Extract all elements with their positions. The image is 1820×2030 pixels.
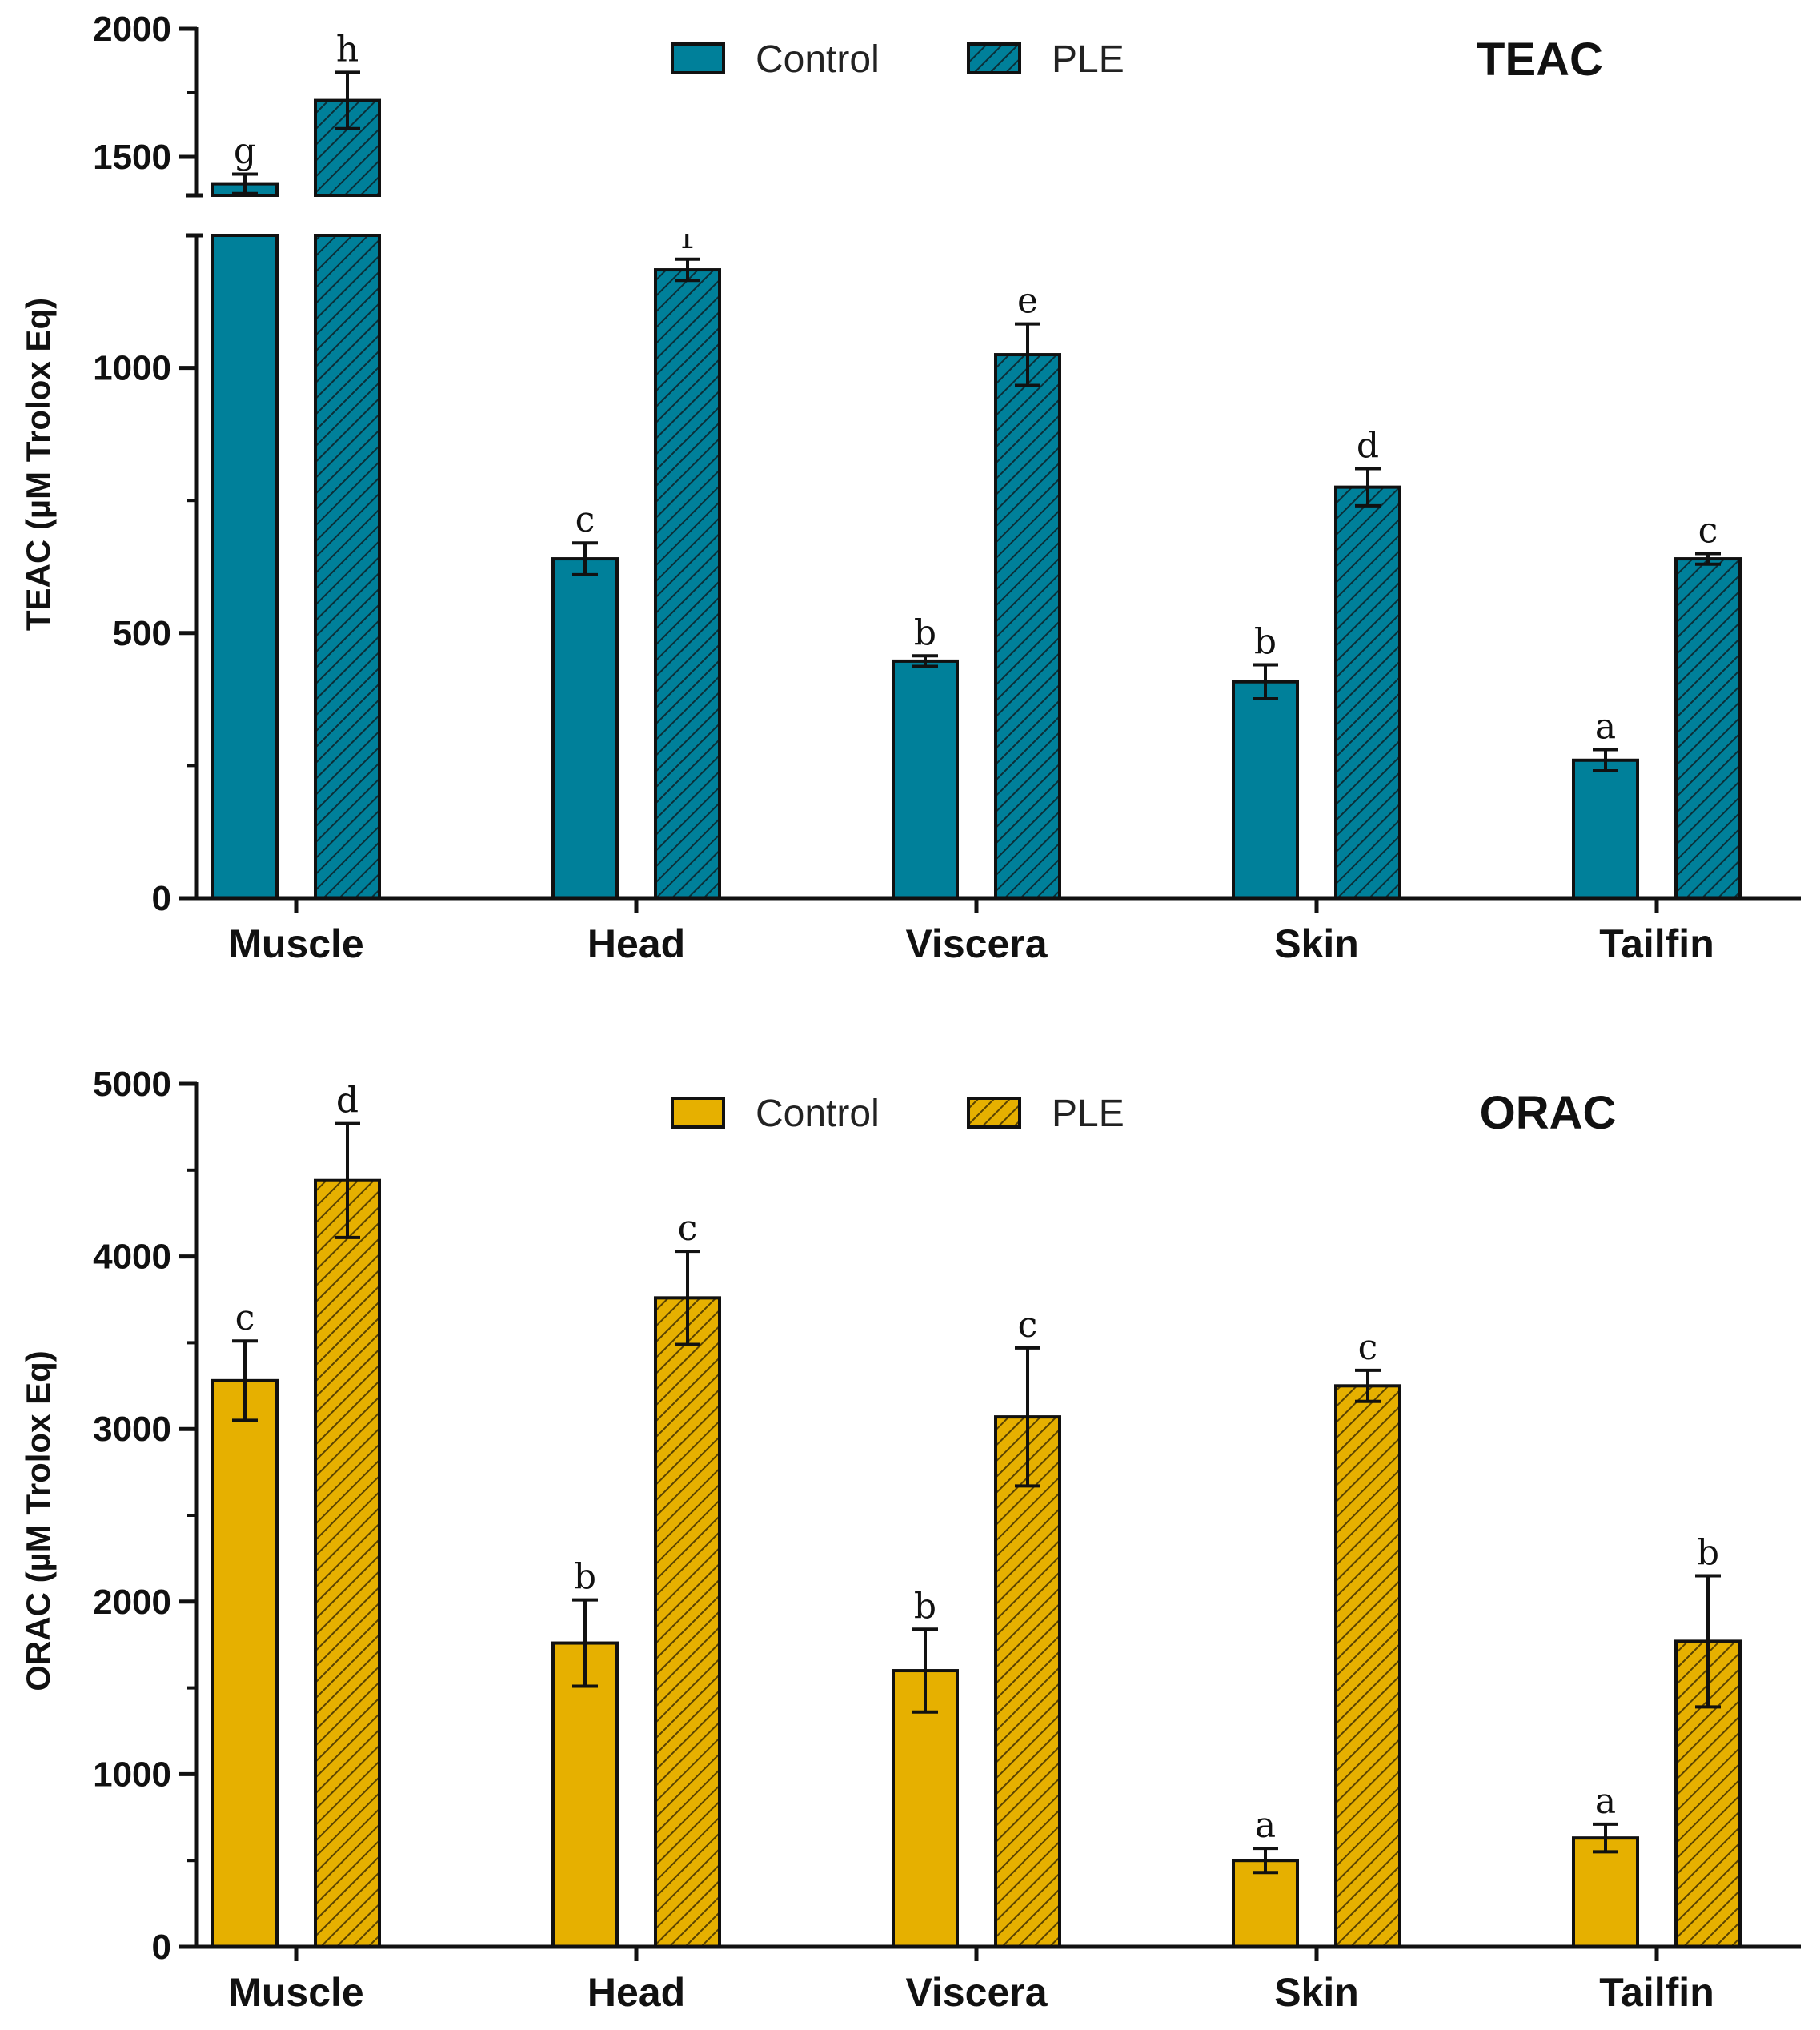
orac-y-axis-label: ORAC (µM Trolox Eq): [19, 1350, 57, 1691]
teac-y-tick-label: 500: [113, 614, 171, 653]
teac-sig-letter-control-viscera: b: [914, 612, 936, 653]
teac-bar-control-skin: [1232, 680, 1299, 900]
orac-legend-swatch-ple: [967, 1097, 1021, 1129]
teac-bar-ple-head: [654, 268, 721, 900]
orac-sig-letter-ple-muscle: d: [336, 1081, 359, 1121]
orac-sig-letter-ple-tailfin: b: [1697, 1532, 1719, 1573]
orac-bar-ple-viscera: [994, 1415, 1061, 1949]
teac-legend-label-ple: PLE: [1052, 38, 1124, 81]
orac-x-tick-label-skin: Skin: [1274, 1970, 1359, 2015]
orac-errorbar-ple-tailfin: [1695, 1574, 1721, 1709]
orac-chart: c b b a a d c c c b 0 1000 2000 3000 4000 5000 Muscle Hea…: [19, 1065, 1801, 2015]
teac-legend: Control PLE: [671, 38, 1124, 81]
orac-errorbar-control-head: [572, 1598, 598, 1688]
orac-bar-ple-head: [654, 1296, 721, 1948]
teac-bar-ple-muscle-lower: [314, 234, 381, 900]
teac-axis-break-gap: [200, 197, 1804, 234]
teac-sig-letter-ple-skin: d: [1357, 425, 1379, 466]
teac-sig-letter-control-head: c: [575, 499, 595, 540]
teac-errorbar-control-muscle: [232, 172, 258, 195]
teac-errorbar-ple-head: [675, 257, 700, 283]
orac-x-tick-label-head: Head: [587, 1970, 685, 2015]
teac-legend-swatch-ple: [967, 42, 1021, 74]
orac-errorbar-control-tailfin: [1593, 1822, 1618, 1854]
orac-errorbar-ple-muscle: [335, 1121, 360, 1239]
orac-y-tick-label: 2000: [93, 1583, 171, 1622]
orac-y-tick-label: 4000: [93, 1238, 171, 1277]
orac-sig-letter-control-tailfin: a: [1595, 1781, 1616, 1822]
orac-legend-label-control: Control: [756, 1093, 880, 1135]
orac-legend-label-ple: PLE: [1052, 1093, 1124, 1135]
orac-bar-control-skin: [1232, 1859, 1299, 1948]
teac-errorbar-ple-viscera: [1015, 322, 1040, 387]
teac-y-tick-label: 0: [152, 879, 171, 918]
teac-errorbar-control-head: [572, 541, 598, 576]
teac-errorbar-control-viscera: [912, 654, 938, 668]
orac-chart-title: ORAC: [1480, 1087, 1617, 1139]
teac-y-tick-label: 2000: [93, 10, 171, 49]
teac-x-tick-label-head: Head: [587, 921, 685, 966]
teac-sig-letter-ple-tailfin: c: [1698, 510, 1718, 551]
orac-sig-letter-ple-viscera: c: [1018, 1305, 1038, 1346]
teac-errorbar-control-skin: [1253, 663, 1278, 700]
orac-x-tick-label-viscera: Viscera: [905, 1970, 1048, 2015]
teac-errorbar-ple-muscle: [335, 70, 360, 130]
orac-sig-letter-control-viscera: b: [914, 1586, 936, 1627]
teac-y-tick-label: 1500: [93, 138, 171, 177]
orac-bar-control-head: [551, 1641, 619, 1948]
orac-x-tick-label-tailfin: Tailfin: [1599, 1970, 1714, 2015]
teac-errorbar-ple-skin: [1355, 467, 1381, 508]
teac-sig-letter-ple-muscle: h: [336, 29, 359, 70]
orac-errorbar-control-skin: [1253, 1847, 1278, 1875]
teac-bar-ple-tailfin: [1674, 557, 1742, 901]
teac-legend-label-control: Control: [756, 38, 880, 81]
orac-sig-letter-ple-head: c: [678, 1208, 698, 1249]
orac-errorbar-ple-viscera: [1015, 1346, 1040, 1488]
teac-errorbar-ple-tailfin: [1695, 552, 1721, 566]
orac-bar-control-muscle: [211, 1378, 279, 1949]
teac-bar-ple-viscera: [994, 353, 1061, 901]
teac-sig-letter-control-skin: b: [1254, 622, 1277, 663]
orac-y-tick-label: 5000: [93, 1065, 171, 1104]
teac-bar-control-muscle-lower: [211, 234, 279, 900]
orac-bar-ple-skin: [1334, 1384, 1401, 1949]
teac-bar-control-tailfin: [1572, 758, 1639, 900]
teac-x-tick-label-viscera: Viscera: [905, 921, 1048, 966]
teac-sig-letter-control-muscle: g: [234, 130, 256, 171]
orac-errorbar-ple-skin: [1355, 1368, 1381, 1403]
orac-legend-swatch-control: [671, 1097, 725, 1129]
orac-x-tick-label-muscle: Muscle: [228, 1970, 364, 2015]
orac-sig-letter-control-muscle: c: [235, 1298, 255, 1338]
teac-sig-letter-control-tailfin: a: [1595, 707, 1616, 748]
orac-y-tick-label: 1000: [93, 1755, 171, 1794]
orac-bar-control-tailfin: [1572, 1836, 1639, 1949]
teac-bar-control-head: [551, 557, 619, 901]
teac-bar-ple-skin: [1334, 485, 1401, 900]
teac-y-tick-label: 1000: [93, 349, 171, 388]
orac-errorbar-control-viscera: [912, 1627, 938, 1714]
orac-errorbar-control-muscle: [232, 1339, 258, 1422]
orac-y-tick-label: 3000: [93, 1410, 171, 1449]
teac-chart-title: TEAC: [1477, 34, 1603, 86]
teac-x-tick-label-tailfin: Tailfin: [1599, 921, 1714, 966]
teac-x-tick-label-skin: Skin: [1274, 921, 1359, 966]
teac-bar-control-viscera: [892, 659, 959, 901]
teac-y-axis-label: TEAC (µM Trolox Eq): [19, 298, 57, 631]
teac-errorbar-control-tailfin: [1593, 748, 1618, 773]
orac-y-tick-label: 0: [152, 1928, 171, 1967]
teac-sig-letter-ple-viscera: e: [1017, 281, 1038, 322]
orac-bar-ple-muscle: [314, 1178, 381, 1948]
orac-sig-letter-control-skin: a: [1255, 1805, 1276, 1846]
orac-sig-letter-ple-skin: c: [1358, 1327, 1378, 1368]
teac-x-tick-label-muscle: Muscle: [228, 921, 364, 966]
teac-legend-swatch-control: [671, 42, 725, 74]
orac-errorbar-ple-head: [675, 1250, 700, 1346]
orac-legend: Control PLE: [671, 1093, 1124, 1135]
orac-sig-letter-control-head: b: [574, 1557, 596, 1598]
